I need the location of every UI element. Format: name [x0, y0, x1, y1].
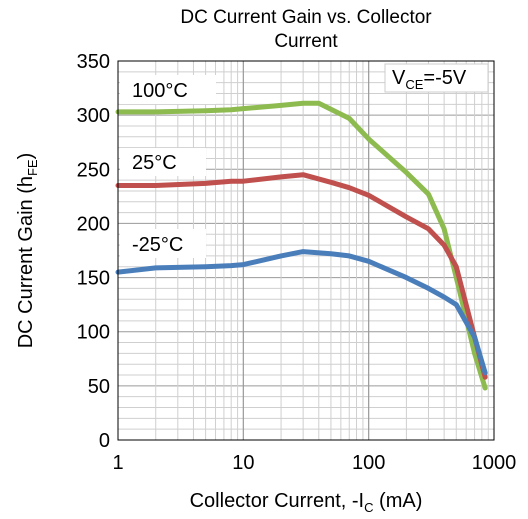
vce-annotation-text: VCE=-5V — [392, 67, 467, 92]
series-label-1: 25°C — [132, 152, 177, 174]
x-axis-label-sub: C — [364, 500, 373, 515]
series-line-1 — [115, 172, 488, 380]
x-tick-label: 1000 — [472, 452, 517, 474]
y-tick-label: 100 — [77, 322, 110, 344]
vce-annotation-main: V — [392, 67, 406, 89]
y-tick-label: 150 — [77, 268, 110, 290]
vce-annotation: VCE=-5V — [384, 63, 489, 93]
x-tick-label: 100 — [352, 452, 385, 474]
x-axis-label-unit: (mA) — [374, 490, 423, 512]
series-label-box-1 — [120, 148, 206, 176]
y-axis-label-sub: FE — [25, 159, 40, 176]
x-tick-label: 1 — [112, 452, 123, 474]
y-tick-label: 350 — [77, 51, 110, 73]
chart-title-line1: DC Current Gain vs. Collector — [180, 7, 432, 28]
y-axis-label-main: DC Current Gain (h — [15, 176, 37, 348]
vce-annotation-end: =-5V — [423, 67, 466, 89]
y-tick-label: 300 — [77, 105, 110, 127]
series-labels: 100°C 25°C -25°C — [120, 75, 216, 258]
vce-annotation-box — [384, 63, 489, 93]
x-tick-label: 10 — [232, 452, 254, 474]
chart-title-line2: Current — [274, 31, 338, 52]
y-axis-label-end: ) — [15, 153, 37, 160]
plot-frame — [117, 60, 495, 441]
series-lines — [115, 100, 488, 391]
y-tick-label: 200 — [77, 213, 110, 235]
x-axis-label: Collector Current, -IC (mA) — [190, 490, 423, 515]
series-line-2 — [115, 249, 488, 376]
series-label-box-0 — [120, 75, 216, 104]
y-tick-label: 250 — [77, 159, 110, 181]
vce-annotation-sub: CE — [405, 77, 423, 92]
tick-labels: 0 50 100 150 200 250 300 350 1 10 100 1000 — [77, 51, 517, 474]
y-tick-label: 50 — [88, 376, 110, 398]
y-axis-label: DC Current Gain (hFE) — [15, 153, 40, 349]
y-tick-label: 0 — [99, 430, 110, 452]
series-label-2: -25°C — [132, 234, 183, 256]
series-label-0: 100°C — [132, 80, 188, 102]
series-label-box-2 — [120, 229, 206, 258]
x-axis-label-main: Collector Current, -I — [190, 490, 365, 512]
